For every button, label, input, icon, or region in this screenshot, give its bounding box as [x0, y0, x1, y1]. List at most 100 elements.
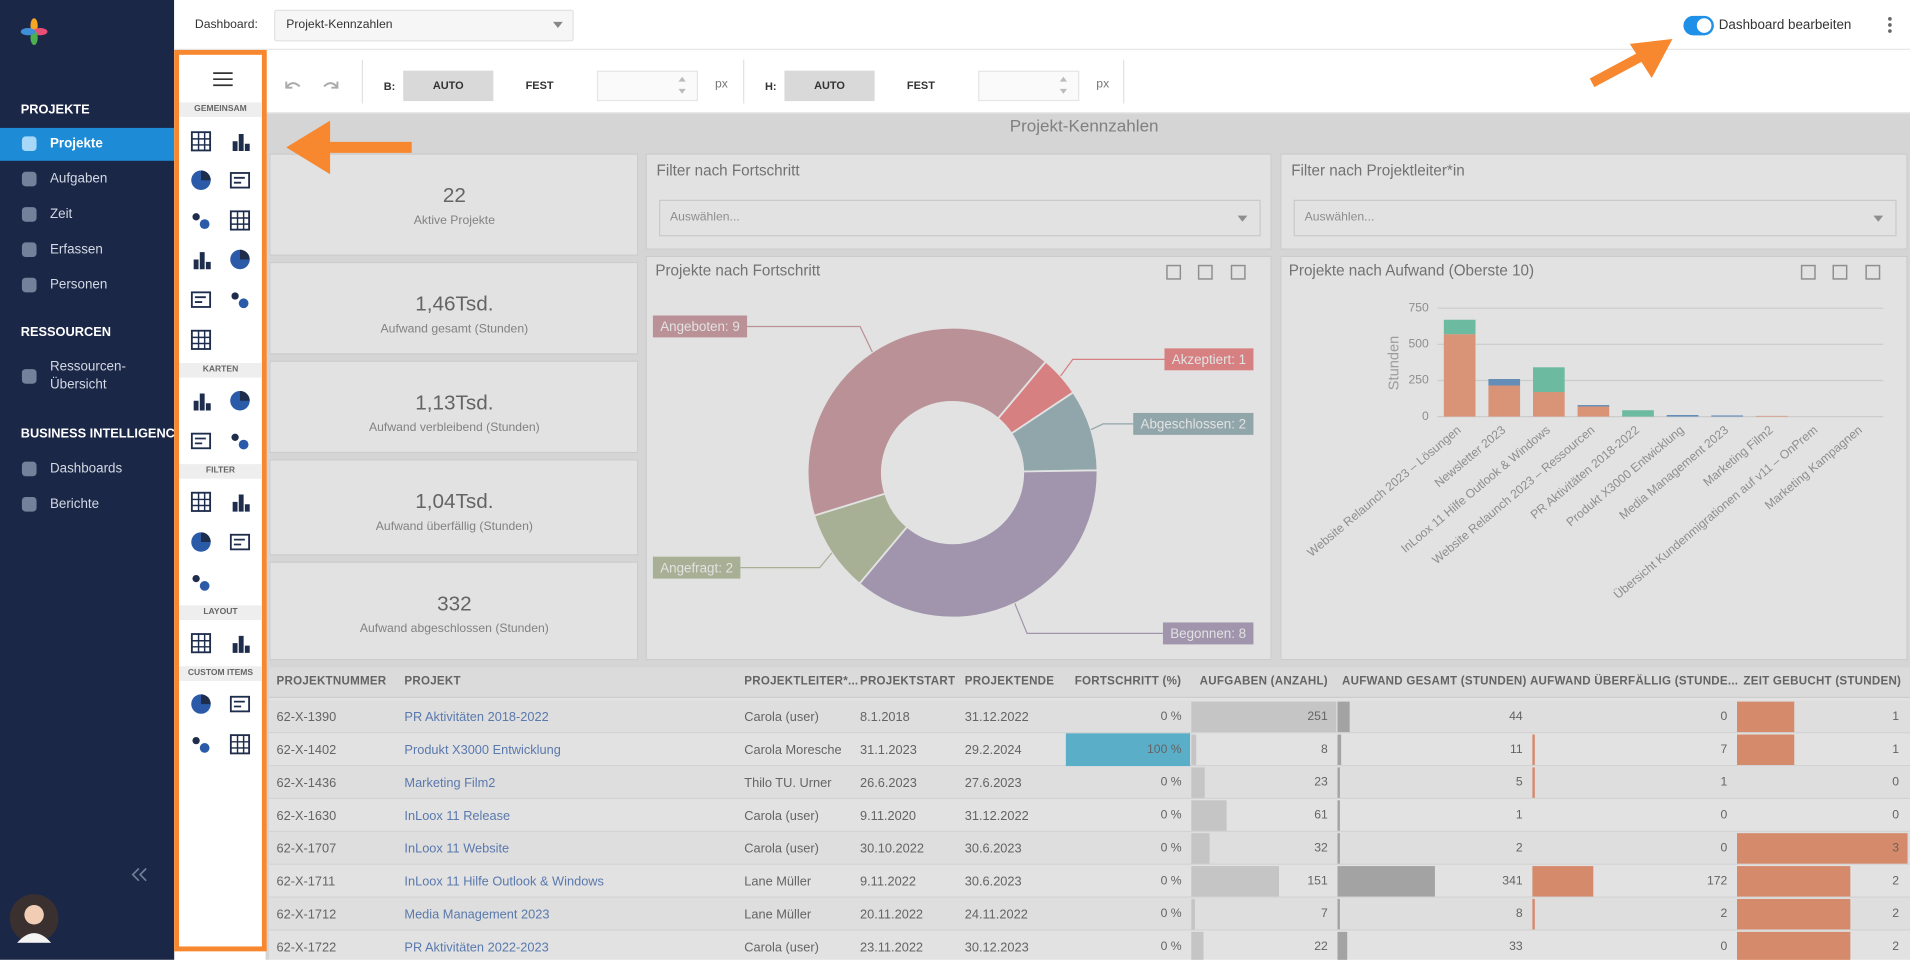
column-header[interactable]: PROJEKTNUMMER	[276, 674, 387, 689]
palette-item[interactable]	[190, 329, 212, 351]
column-header[interactable]: FORTSCHRITT (%)	[1074, 674, 1182, 689]
palette-item[interactable]	[229, 390, 251, 412]
icon-part	[231, 433, 239, 441]
auto-button[interactable]: AUTO	[403, 70, 494, 102]
bar[interactable]	[1532, 367, 1565, 393]
nav-item[interactable]: Erfassen	[49, 242, 103, 258]
fixed-button[interactable]: FEST	[525, 79, 554, 92]
palette-item[interactable]	[229, 130, 251, 152]
nav-item[interactable]: Ressourcen-Übersicht	[49, 359, 126, 393]
bar[interactable]	[1577, 405, 1610, 407]
dashboard-select[interactable]: Projekt-Kennzahlen	[274, 9, 574, 42]
donut-slice[interactable]	[806, 326, 1048, 517]
bar[interactable]	[1488, 385, 1521, 417]
palette-item[interactable]	[229, 733, 251, 755]
bar[interactable]	[1443, 334, 1476, 417]
column-header[interactable]: PROJEKT	[404, 674, 461, 689]
chart-tool-icon[interactable]	[1166, 264, 1182, 280]
chart-tool-icon[interactable]	[1197, 264, 1213, 280]
palette-item[interactable]	[190, 430, 212, 452]
palette-item[interactable]	[229, 531, 251, 553]
palette-item[interactable]	[190, 632, 212, 654]
cell-text: 62-X-1722	[276, 939, 337, 955]
menu-icon[interactable]	[212, 71, 234, 88]
palette-item[interactable]	[229, 248, 251, 270]
bar[interactable]	[1666, 415, 1699, 417]
palette-item[interactable]	[190, 210, 212, 232]
icon-part	[191, 633, 211, 653]
column-header[interactable]: ZEIT GEBUCHT (STUNDEN)	[1743, 674, 1902, 689]
divider	[361, 59, 363, 104]
bar[interactable]	[1711, 415, 1743, 417]
bar[interactable]	[1532, 392, 1565, 417]
column-header[interactable]: PROJEKTENDE	[964, 674, 1055, 689]
column-header[interactable]: AUFWAND GESAMT (STUNDEN)	[1342, 674, 1527, 689]
palette-item[interactable]	[190, 289, 212, 311]
palette-item[interactable]	[229, 693, 251, 715]
palette-item[interactable]	[229, 169, 251, 191]
project-link[interactable]: InLoox 11 Release	[404, 808, 511, 823]
project-link[interactable]: PR Aktivitäten 2018-2022	[404, 709, 549, 725]
palette-item[interactable]	[190, 130, 212, 152]
filter-dropdown[interactable]: Auswählen...	[658, 199, 1261, 237]
project-link[interactable]: InLoox 11 Website	[404, 841, 510, 856]
project-link[interactable]: InLoox 11 Hilfe Outlook & Windows	[404, 873, 604, 889]
bar[interactable]	[1577, 406, 1610, 417]
palette-item[interactable]	[190, 571, 212, 593]
collapse-icon[interactable]	[130, 867, 149, 882]
cell-bar	[1337, 931, 1347, 960]
edit-toggle-label[interactable]: Dashboard bearbeiten	[1718, 18, 1852, 33]
chart-tool-icon[interactable]	[1832, 264, 1848, 280]
fixed-button[interactable]: FEST	[906, 79, 935, 92]
donut-slice[interactable]	[858, 469, 1099, 619]
size-input[interactable]	[978, 70, 1080, 102]
palette-item[interactable]	[190, 169, 212, 191]
bar[interactable]	[1443, 319, 1476, 335]
size-input[interactable]	[596, 70, 698, 102]
kebab-dot[interactable]	[1888, 23, 1892, 27]
logo[interactable]	[20, 18, 48, 46]
chart-tool-icon[interactable]	[1800, 264, 1816, 280]
cell-value: 32	[1314, 841, 1328, 855]
bar[interactable]	[1622, 410, 1654, 417]
palette-item[interactable]	[190, 733, 212, 755]
nav-item[interactable]: Berichte	[49, 496, 100, 512]
size-label: H:	[764, 80, 777, 93]
project-link[interactable]: Produkt X3000 Entwicklung	[404, 742, 561, 758]
palette-item[interactable]	[229, 430, 251, 452]
bar[interactable]	[1755, 415, 1788, 417]
project-link[interactable]: Marketing Film2	[404, 775, 496, 790]
column-header[interactable]: AUFWAND ÜBERFÄLLIG (STUNDE...	[1529, 674, 1739, 689]
column-header[interactable]: AUFGABEN (ANZAHL)	[1199, 674, 1328, 689]
bar[interactable]	[1488, 379, 1521, 386]
cell-value: 151	[1307, 873, 1328, 888]
nav-item[interactable]: Zeit	[49, 207, 73, 222]
kebab-dot[interactable]	[1888, 17, 1892, 21]
palette-item[interactable]	[229, 491, 251, 513]
nav-item[interactable]: Dashboards	[49, 461, 123, 477]
chart-tool-icon[interactable]	[1230, 264, 1246, 280]
palette-item[interactable]	[229, 210, 251, 232]
edit-toggle[interactable]	[1683, 15, 1714, 36]
project-link[interactable]: Media Management 2023	[404, 906, 550, 922]
kebab-dot[interactable]	[1888, 29, 1892, 33]
auto-button[interactable]: AUTO	[784, 70, 875, 102]
palette-item[interactable]	[229, 289, 251, 311]
cell-text: Carola Moresche	[744, 742, 842, 758]
palette-item[interactable]	[229, 632, 251, 654]
column-header[interactable]: PROJEKTSTART	[859, 674, 956, 689]
nav-item[interactable]: Aufgaben	[49, 171, 108, 187]
palette-item[interactable]	[190, 390, 212, 412]
palette-item[interactable]	[190, 491, 212, 513]
palette-item[interactable]	[190, 693, 212, 715]
avatar[interactable]	[9, 894, 59, 943]
nav-item[interactable]: Personen	[49, 277, 108, 293]
palette-item[interactable]	[190, 248, 212, 270]
column-header[interactable]: PROJEKTLEITER*...	[744, 674, 859, 689]
nav-item[interactable]: Projekte	[49, 136, 103, 152]
filter-dropdown[interactable]: Auswählen...	[1293, 199, 1897, 237]
palette-item[interactable]	[190, 531, 212, 553]
undo-redo[interactable]	[283, 77, 341, 96]
project-link[interactable]: PR Aktivitäten 2022-2023	[404, 939, 549, 955]
chart-tool-icon[interactable]	[1865, 264, 1881, 280]
